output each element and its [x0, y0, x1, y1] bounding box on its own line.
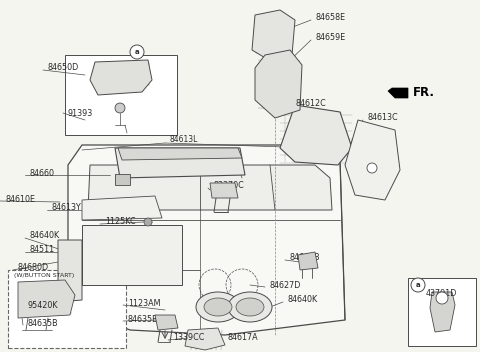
Text: 84658E: 84658E: [316, 13, 346, 23]
Text: 84640K: 84640K: [288, 295, 318, 304]
Text: 84612C: 84612C: [295, 99, 326, 107]
Ellipse shape: [196, 292, 240, 322]
Text: 84635B: 84635B: [28, 319, 59, 327]
Polygon shape: [185, 328, 225, 350]
Polygon shape: [430, 292, 455, 332]
Ellipse shape: [236, 298, 264, 316]
Polygon shape: [155, 315, 178, 330]
Text: 91393: 91393: [68, 108, 93, 118]
Polygon shape: [115, 148, 245, 178]
Polygon shape: [88, 165, 332, 210]
Text: 84635B: 84635B: [128, 314, 158, 323]
Text: a: a: [135, 49, 139, 55]
Circle shape: [367, 163, 377, 173]
Circle shape: [115, 103, 125, 113]
Text: 1339CC: 1339CC: [173, 333, 204, 342]
Circle shape: [130, 45, 144, 59]
Polygon shape: [58, 240, 82, 302]
Text: 84659E: 84659E: [316, 33, 346, 43]
Polygon shape: [255, 50, 302, 118]
Ellipse shape: [228, 292, 272, 322]
Text: 84680D: 84680D: [18, 264, 49, 272]
Polygon shape: [118, 148, 242, 160]
Text: 83370C: 83370C: [213, 181, 244, 189]
Bar: [65, 55, 177, 135]
Polygon shape: [82, 225, 182, 285]
Text: a: a: [416, 282, 420, 288]
Text: 1123AM: 1123AM: [128, 298, 160, 308]
Polygon shape: [252, 10, 295, 62]
Polygon shape: [280, 105, 352, 165]
Polygon shape: [388, 88, 408, 98]
Text: 84613C: 84613C: [368, 113, 398, 122]
Bar: [408, 278, 476, 346]
Polygon shape: [115, 174, 130, 185]
Text: 84511: 84511: [30, 245, 55, 254]
Circle shape: [144, 218, 152, 226]
Text: 84617A: 84617A: [228, 333, 259, 342]
Polygon shape: [82, 196, 162, 220]
Text: 1125KC: 1125KC: [105, 218, 136, 226]
Bar: [8, 270, 126, 348]
Polygon shape: [298, 252, 318, 270]
Text: 84627D: 84627D: [270, 281, 301, 289]
Text: 84640K: 84640K: [30, 232, 60, 240]
Polygon shape: [210, 183, 238, 198]
Text: (W/BUTTON START): (W/BUTTON START): [14, 274, 74, 278]
Text: 84660: 84660: [30, 169, 55, 177]
Polygon shape: [68, 145, 345, 335]
Polygon shape: [90, 60, 152, 95]
Text: 84613L: 84613L: [170, 136, 198, 145]
Circle shape: [436, 292, 448, 304]
Text: 84613Y: 84613Y: [52, 203, 82, 213]
Text: 84610E: 84610E: [5, 195, 35, 203]
Text: 84691B: 84691B: [290, 253, 321, 263]
Circle shape: [411, 278, 425, 292]
Polygon shape: [18, 280, 75, 318]
Text: 95420K: 95420K: [28, 302, 59, 310]
Text: 43791D: 43791D: [426, 289, 457, 298]
Ellipse shape: [204, 298, 232, 316]
Polygon shape: [345, 120, 400, 200]
Text: 84650D: 84650D: [48, 63, 79, 73]
Text: FR.: FR.: [413, 86, 435, 99]
